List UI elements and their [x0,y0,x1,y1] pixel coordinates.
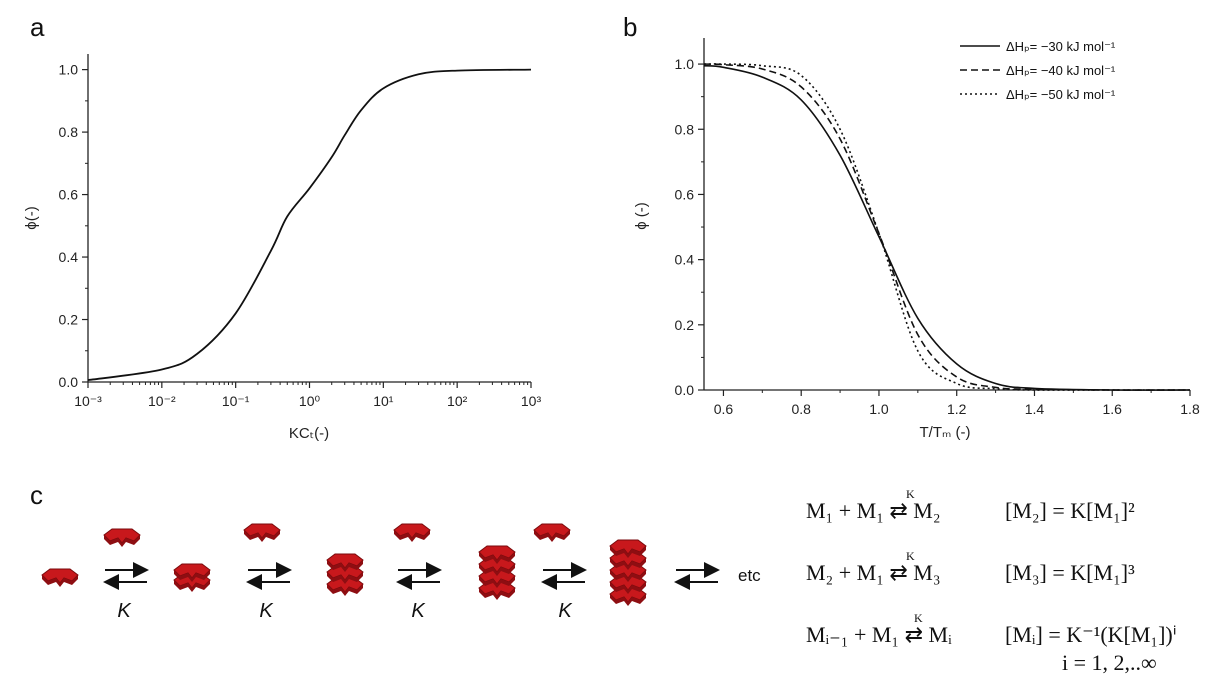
equations: M₁ + M₁ ⇄ M₂ [M₂] = K[M₁]² M₂ + M₁ ⇄ M₃ … [806,487,1177,675]
panel-label-b: b [623,12,637,42]
chart-a-x-tick-label: 10² [447,393,468,409]
chart-b-x-tick-label: 1.8 [1180,401,1200,417]
chart-a-y-tick-label: 0.4 [59,249,79,265]
etc-label: etc [738,566,761,585]
index-range: i = 1, 2,..∞ [1062,650,1157,675]
equation-3-left: Mᵢ₋₁ + M₁ ⇄ Mᵢ [806,622,952,647]
chart-a-x-tick-label: 10⁰ [299,393,321,409]
chart-b-x-tick-label: 1.2 [947,401,967,417]
chart-a-x-label: KCₜ(-) [289,425,329,442]
chart-b-series-line-1 [703,64,1191,391]
chart-a-y-tick-label: 0.8 [59,124,79,140]
equation-3-arrow-k: K [914,611,923,625]
incoming-monomer-4 [533,523,571,543]
chart-b-legend: ΔHₚ= −30 kJ mol⁻¹ ΔHₚ= −40 kJ mol⁻¹ ΔHₚ= −… [960,39,1116,102]
legend-label-1: ΔHₚ= −30 kJ mol⁻¹ [1006,39,1116,54]
chart-a-y-tick-label: 0.6 [59,187,79,203]
legend-label-3: ΔHₚ= −50 kJ mol⁻¹ [1006,87,1116,102]
k-label-3: K [411,600,426,622]
dimer [173,563,211,593]
panel-label-c: c [30,480,43,510]
legend-label-2: ΔHₚ= −40 kJ mol⁻¹ [1006,63,1116,78]
chart-b-y-tick-label: 0.4 [675,252,695,268]
chart-a-y-tick-label: 0.2 [59,312,79,328]
chart-b-y-tick-label: 1.0 [675,56,695,72]
chart-b-y-tick-label: 0.0 [675,382,695,398]
chart-a-y-tick-label: 0.0 [59,374,79,390]
incoming-monomer-2 [243,523,281,543]
chart-b-x-tick-label: 1.4 [1025,401,1045,417]
chart-a-x-tick-label: 10⁻² [148,393,176,409]
chart-b-x-tick-label: 1.6 [1103,401,1123,417]
chart-a-x-tick-label: 10¹ [373,393,394,409]
incoming-monomer-1 [103,528,141,548]
k-label-2: K [259,600,274,622]
chart-b-y-tick-label: 0.6 [675,186,695,202]
panel-label-a: a [30,12,45,42]
chart-a-x-tick-label: 10⁻¹ [222,393,250,409]
equation-2-arrow-k: K [906,549,915,563]
chart-b-y-label: ϕ (-) [633,202,650,230]
k-label-1: K [117,600,132,622]
chart-b-x-tick-label: 0.6 [714,401,734,417]
monomer [41,568,79,588]
chart-a-y-tick-label: 1.0 [59,62,79,78]
equation-1-left: M₁ + M₁ ⇄ M₂ [806,498,941,523]
chart-b-x-tick-label: 0.8 [791,401,811,417]
equation-3-right: [Mᵢ] = K⁻¹(K[M₁])ⁱ [1005,622,1177,647]
chart-b-series-line-3 [703,63,1190,391]
chart-a-y-label: ϕ(-) [23,206,40,229]
equation-2-left: M₂ + M₁ ⇄ M₃ [806,560,941,585]
chart-a-x-tick-label: 10⁻³ [74,393,102,409]
chart-a-series-line [87,68,532,381]
incoming-monomer-3 [393,523,431,543]
chart-b: 0.6 0.8 1.0 1.2 1.4 1.6 1.80.00.20.40.60.81.0 … [633,38,1200,441]
chart-b-y-tick-label: 0.2 [675,317,695,333]
chart-b-x-label: T/Tₘ (-) [920,424,971,441]
equation-2-right: [M₃] = K[M₁]³ [1005,560,1135,585]
pentamer [609,539,647,607]
chart-a-x-tick-label: 10³ [521,393,542,409]
k-label-4: K [558,600,573,622]
chart-b-series-line-2 [703,63,1191,391]
tetramer [478,545,516,601]
trimer [326,553,364,597]
chart-a: 10⁻³ 10⁻² 10⁻¹ 10⁰ 10¹ 10² 10³ 0.0 0.2 0.4 0.6 0.8 1… [23,54,541,442]
equation-1-right: [M₂] = K[M₁]² [1005,498,1135,523]
equation-1-arrow-k: K [906,487,915,501]
chart-b-y-tick-label: 0.8 [675,121,695,137]
chart-b-x-tick-label: 1.0 [869,401,889,417]
stacking-scheme: K K K K etc [41,523,761,622]
